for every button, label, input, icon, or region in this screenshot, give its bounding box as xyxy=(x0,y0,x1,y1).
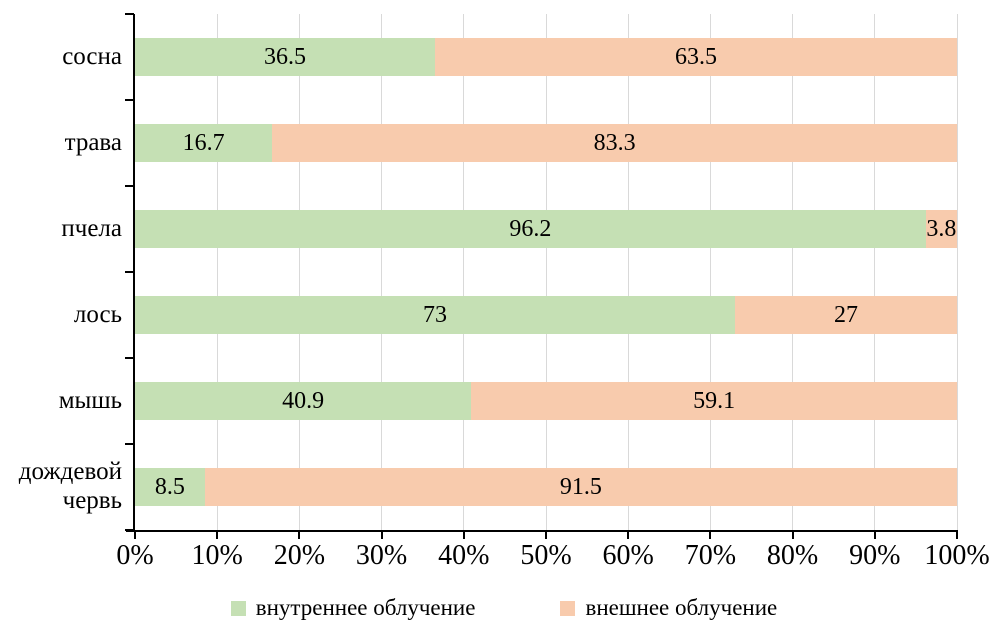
legend-item-external: внешнее облучение xyxy=(560,595,777,621)
gridline xyxy=(709,14,711,530)
y-axis-tick xyxy=(125,443,134,445)
bar-segment-internal: 96.2 xyxy=(135,210,926,248)
x-axis-tick xyxy=(298,530,301,539)
gridline xyxy=(545,14,547,530)
bar-segment-internal: 16.7 xyxy=(135,124,273,162)
legend-swatch-external-icon xyxy=(560,600,576,616)
x-tick-label: 20% xyxy=(273,540,326,571)
bar-value-label: 83.3 xyxy=(593,129,636,156)
bar-value-label: 63.5 xyxy=(675,43,717,70)
x-axis-tick xyxy=(627,530,630,539)
bar-value-label: 3.8 xyxy=(926,215,957,242)
gridline xyxy=(216,14,218,530)
legend-label-internal: внутреннее облучение xyxy=(255,595,476,620)
x-axis-tick xyxy=(545,530,547,539)
x-axis-tick xyxy=(791,530,794,539)
x-axis-tick xyxy=(873,530,876,539)
bar-segment-external: 91.5 xyxy=(204,468,957,506)
gridline xyxy=(298,14,300,530)
legend: внутреннее облучение внешнее облучение xyxy=(0,595,1008,621)
category-label: сосна xyxy=(62,42,122,70)
category-label: дождевой червь xyxy=(18,458,122,514)
y-axis-tick xyxy=(125,271,134,273)
bar-value-label: 16.7 xyxy=(182,129,225,156)
bar-value-label: 59.1 xyxy=(693,387,736,414)
bar-value-label: 96.2 xyxy=(509,215,552,242)
gridline xyxy=(381,14,383,530)
category-label: лось xyxy=(73,300,122,328)
bar-value-label: 91.5 xyxy=(559,473,602,500)
bar-segment-internal: 36.5 xyxy=(135,38,436,76)
category-label: мышь xyxy=(58,386,122,414)
x-axis-tick xyxy=(134,530,136,539)
x-tick-label: 80% xyxy=(766,540,819,571)
bar-value-label: 8.5 xyxy=(154,473,185,500)
bar-segment-external: 63.5 xyxy=(435,38,957,76)
x-axis-tick xyxy=(216,530,219,539)
bar-value-label: 73 xyxy=(423,301,448,328)
legend-label-external: внешнее облучение xyxy=(585,595,778,620)
bar-segment-internal: 40.9 xyxy=(135,382,472,420)
x-axis-tick xyxy=(462,530,465,539)
y-axis-tick xyxy=(125,357,134,359)
y-axis-line xyxy=(133,14,135,532)
x-tick-label: 50% xyxy=(520,540,572,571)
x-tick-label: 30% xyxy=(355,540,408,571)
gridline xyxy=(463,14,465,530)
bar-segment-external: 59.1 xyxy=(471,382,957,420)
x-tick-label: 0% xyxy=(116,540,154,571)
x-axis-tick xyxy=(956,530,958,539)
y-axis-tick xyxy=(125,529,134,531)
y-axis-tick xyxy=(125,13,134,15)
bar-value-label: 36.5 xyxy=(264,43,306,70)
x-axis-tick xyxy=(380,530,383,539)
x-tick-label: 90% xyxy=(849,540,901,571)
legend-swatch-internal-icon xyxy=(230,600,246,616)
bar-value-label: 40.9 xyxy=(282,387,325,414)
gridline xyxy=(956,14,958,530)
x-tick-label: 40% xyxy=(438,540,490,571)
gridline xyxy=(874,14,876,530)
bar-segment-internal: 8.5 xyxy=(135,468,205,506)
x-tick-label: 10% xyxy=(191,540,243,571)
bar-segment-external: 3.8 xyxy=(925,210,957,248)
y-axis-tick xyxy=(125,99,134,101)
category-label: трава xyxy=(64,128,122,156)
bar-segment-external: 83.3 xyxy=(272,124,957,162)
x-tick-label: 100% xyxy=(924,540,990,571)
gridline xyxy=(792,14,794,530)
x-tick-label: 60% xyxy=(602,540,654,571)
gridline xyxy=(627,14,629,530)
bar-value-label: 27 xyxy=(834,301,859,328)
bar-segment-external: 27 xyxy=(735,296,957,334)
y-axis-tick xyxy=(125,185,134,187)
legend-item-internal: внутреннее облучение xyxy=(230,595,476,621)
x-axis-tick xyxy=(709,530,712,539)
x-tick-label: 70% xyxy=(684,540,737,571)
x-axis-line xyxy=(126,530,957,532)
category-label: пчела xyxy=(61,214,122,242)
bar-segment-internal: 73 xyxy=(135,296,736,334)
